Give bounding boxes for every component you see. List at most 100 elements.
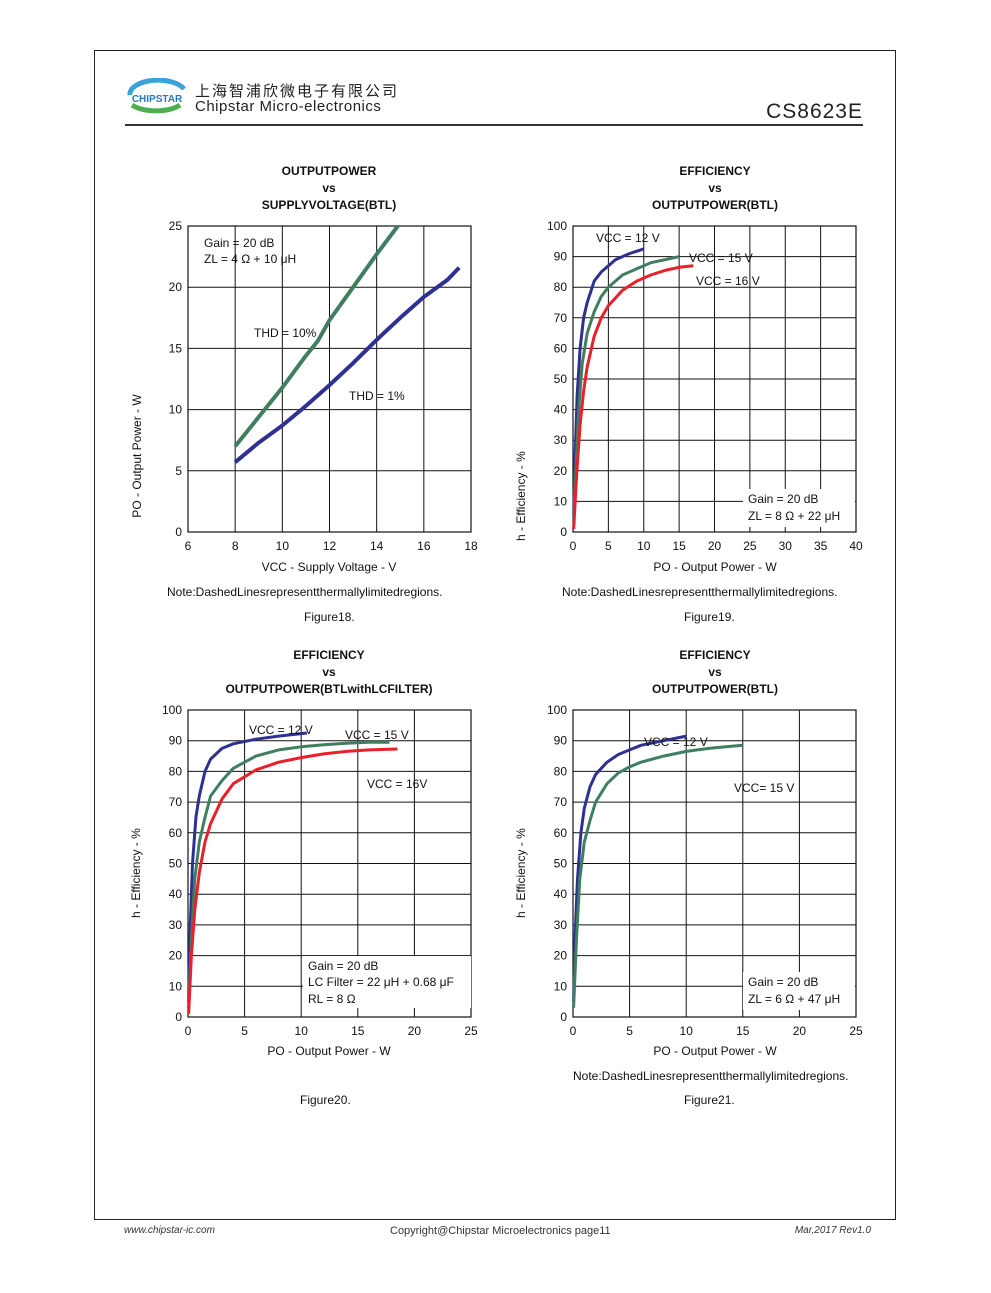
- chart-title-line3: OUTPUTPOWER(BTLwithLCFILTER): [225, 682, 432, 696]
- series-label-vcc15: VCC = 15 V: [689, 251, 753, 265]
- x-tick-label: 12: [323, 539, 337, 553]
- x-tick-label: 35: [814, 539, 828, 553]
- series-line-2: [187, 747, 398, 1014]
- x-tick-label: 10: [680, 1024, 694, 1038]
- y-tick-label: 80: [554, 764, 568, 778]
- chart-title-line2: vs: [322, 181, 336, 195]
- chart-title-line3: OUTPUTPOWER(BTL): [652, 198, 778, 212]
- annotation-gain: Gain = 20 dB: [308, 959, 378, 973]
- x-tick-label: 0: [570, 1024, 577, 1038]
- y-tick-label: 30: [169, 918, 183, 932]
- y-tick-label: 100: [547, 703, 567, 717]
- y-tick-label: 40: [554, 403, 568, 417]
- x-tick-label: 0: [570, 539, 577, 553]
- series-label-vcc15: VCC= 15 V: [734, 781, 794, 795]
- y-tick-label: 10: [554, 979, 568, 993]
- series-line-0: [233, 224, 400, 448]
- note-fig19: Note:DashedLinesrepresentthermallylimite…: [562, 585, 838, 599]
- series-line-0: [572, 734, 687, 1002]
- chart-title-line3: OUTPUTPOWER(BTL): [652, 682, 778, 696]
- y-tick-label: 25: [169, 219, 183, 233]
- caption-fig18: Figure18.: [304, 610, 355, 624]
- series-label-vcc16: VCC = 16 V: [696, 274, 760, 288]
- caption-fig20: Figure20.: [300, 1093, 351, 1107]
- chart-title-line1: EFFICIENCY: [679, 648, 750, 662]
- x-tick-label: 8: [232, 539, 239, 553]
- x-tick-label: 18: [464, 539, 478, 553]
- x-axis-label: VCC - Supply Voltage - V: [262, 560, 397, 574]
- annotation-thd1: THD = 1%: [349, 389, 405, 403]
- y-tick-label: 50: [554, 372, 568, 386]
- annotation-box: [743, 489, 855, 527]
- y-tick-label: 60: [554, 341, 568, 355]
- x-tick-label: 10: [276, 539, 290, 553]
- y-tick-label: 20: [169, 949, 183, 963]
- chart-title-line1: OUTPUTPOWER: [282, 164, 377, 178]
- y-tick-label: 5: [175, 464, 182, 478]
- x-tick-label: 15: [736, 1024, 750, 1038]
- annotation-load: ZL = 8 Ω + 22 μH: [748, 509, 840, 523]
- y-tick-label: 20: [554, 464, 568, 478]
- x-tick-label: 0: [185, 1024, 192, 1038]
- x-tick-label: 20: [793, 1024, 807, 1038]
- footer-revision: Mar,2017 Rev1.0: [794, 1225, 871, 1236]
- x-axis-label: PO - Output Power - W: [267, 1044, 391, 1058]
- y-axis-label: h - Efficiency - %: [129, 828, 143, 918]
- company-name-cn: 上海智浦欣微电子有限公司: [195, 83, 400, 100]
- x-axis-label: PO - Output Power - W: [653, 560, 777, 574]
- y-tick-label: 90: [169, 734, 183, 748]
- plot-frame: [572, 709, 857, 1018]
- y-tick-label: 70: [554, 311, 568, 325]
- footer-website: www.chipstar-ic.com: [124, 1225, 215, 1236]
- plot-frame: [572, 225, 857, 533]
- note-fig21: Note:DashedLinesrepresentthermallylimite…: [573, 1069, 849, 1083]
- y-tick-label: 10: [169, 979, 183, 993]
- annotation-gain: Gain = 20 dB: [204, 236, 274, 250]
- series-line-2: [572, 264, 694, 529]
- annotation-filter: LC Filter = 22 μH + 0.68 μF: [308, 975, 454, 989]
- y-tick-label: 0: [560, 1010, 567, 1024]
- y-tick-label: 90: [554, 250, 568, 264]
- chart-title-line1: EFFICIENCY: [679, 164, 750, 178]
- y-tick-label: 100: [547, 219, 567, 233]
- chart-title-line2: vs: [322, 665, 336, 679]
- series-line-1: [187, 740, 390, 1008]
- chart-fig18: OUTPUTPOWER vs SUPPLYVOLTAGE(BTL) 6 8 10 12…: [130, 164, 478, 574]
- y-axis-label: PO - Output Power - W: [130, 394, 144, 518]
- series-line-1: [233, 266, 461, 464]
- x-tick-label: 6: [185, 539, 192, 553]
- y-tick-label: 20: [169, 280, 183, 294]
- y-tick-label: 0: [175, 1010, 182, 1024]
- plot-frame: [187, 709, 472, 1018]
- series-label-vcc12: VCC = 12 V: [596, 231, 660, 245]
- x-tick-label: 30: [779, 539, 793, 553]
- chart-title-line2: vs: [708, 665, 722, 679]
- y-tick-label: 90: [554, 734, 568, 748]
- chart-fig20: EFFICIENCY vs OUTPUTPOWER(BTLwithLCFILTE…: [129, 648, 478, 1058]
- x-tick-label: 5: [605, 539, 612, 553]
- x-tick-label: 16: [417, 539, 431, 553]
- chart-fig19: EFFICIENCY vs OUTPUTPOWER(BTL) 0 5 10 15 20 2…: [514, 164, 863, 574]
- y-tick-label: 30: [554, 918, 568, 932]
- chipstar-logo: CHIPSTAR: [127, 78, 186, 114]
- annotation-thd10: THD = 10%: [254, 326, 317, 340]
- chart-title-line1: EFFICIENCY: [293, 648, 364, 662]
- x-tick-label: 5: [626, 1024, 633, 1038]
- series-label-vcc12: VCC = 12 V: [249, 723, 313, 737]
- y-tick-label: 40: [554, 887, 568, 901]
- page-frame: [94, 50, 896, 1220]
- annotation-load: ZL = 6 Ω + 47 μH: [748, 992, 840, 1006]
- header-divider: [125, 124, 863, 126]
- series-label-vcc12: VCC = 12 V: [644, 735, 708, 749]
- x-tick-label: 20: [708, 539, 722, 553]
- chart-title-line3: SUPPLYVOLTAGE(BTL): [262, 198, 396, 212]
- x-tick-label: 14: [370, 539, 384, 553]
- y-tick-label: 15: [169, 341, 183, 355]
- series-line-0: [187, 731, 308, 1002]
- annotation-load: ZL = 4 Ω + 10 μH: [204, 252, 296, 266]
- x-tick-label: 25: [849, 1024, 863, 1038]
- y-tick-label: 20: [554, 949, 568, 963]
- annotation-gain: Gain = 20 dB: [748, 492, 818, 506]
- y-axis-label: h - Efficiency - %: [514, 828, 528, 918]
- annotation-gain: Gain = 20 dB: [748, 975, 818, 989]
